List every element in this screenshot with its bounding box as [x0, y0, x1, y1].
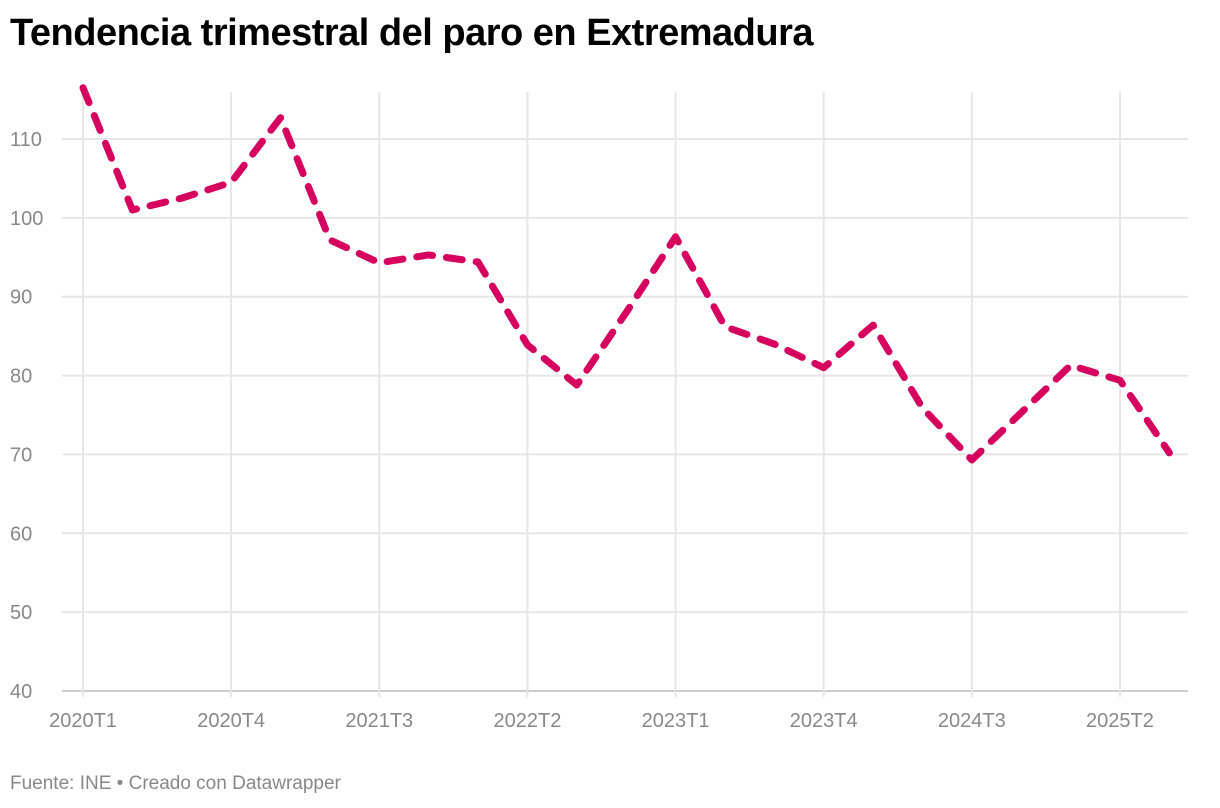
y-tick-label: 90 — [10, 287, 32, 309]
x-tick-label: 2021T3 — [345, 710, 413, 732]
source-footer: Fuente: INE • Creado con Datawrapper — [10, 773, 341, 794]
grid — [62, 92, 1188, 697]
y-tick-label: 100 — [10, 208, 43, 230]
series — [79, 84, 1173, 464]
y-tick-label: 60 — [10, 523, 32, 545]
y-tick-label: 80 — [10, 366, 32, 388]
y-tick-label: 40 — [10, 681, 32, 703]
y-tick-label: 50 — [10, 602, 32, 624]
x-tick-label: 2023T4 — [790, 710, 858, 732]
x-axis: 2020T1 2020T4 2021T3 2022T2 2023T1 2023T4 2024… — [49, 710, 1154, 732]
x-tick-label: 2020T4 — [197, 710, 265, 732]
x-tick-label: 2024T3 — [938, 710, 1006, 732]
x-tick-label: 2020T1 — [49, 710, 117, 732]
y-tick-label: 70 — [10, 444, 32, 466]
y-tick-label: 110 — [10, 129, 42, 151]
x-tick-label: 2022T2 — [493, 710, 561, 732]
x-tick-label: 2025T2 — [1086, 710, 1154, 732]
chart-title: Tendencia trimestral del paro en Extrema… — [10, 12, 814, 54]
y-axis: 40 50 60 70 80 90 100 110 — [10, 129, 43, 703]
series-line-paro — [79, 84, 1173, 464]
x-tick-label: 2023T1 — [642, 710, 710, 732]
